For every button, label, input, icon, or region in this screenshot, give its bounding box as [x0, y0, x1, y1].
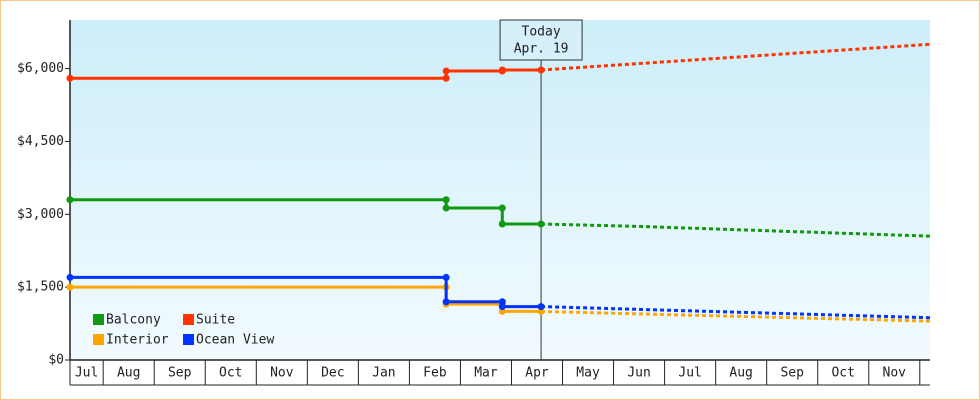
- x-tick-label: Dec: [321, 366, 344, 381]
- y-tick-label: $4,500: [17, 134, 64, 149]
- today-label: Apr. 19: [514, 42, 569, 57]
- x-tick-label: Sep: [168, 366, 192, 381]
- y-tick-label: $0: [48, 353, 64, 368]
- y-tick-label: $1,500: [17, 280, 64, 295]
- x-tick-label: Apr: [525, 366, 549, 381]
- price-point: [498, 303, 506, 311]
- legend-label: Suite: [196, 313, 235, 328]
- forecast-line: [541, 309, 931, 323]
- x-tick-label: Nov: [270, 366, 294, 381]
- price-point: [498, 220, 506, 228]
- x-tick-label: Feb: [423, 366, 447, 381]
- forecast-line: [541, 305, 931, 320]
- legend-swatch: [183, 314, 194, 325]
- x-tick-label: Jun: [627, 366, 650, 381]
- price-point: [66, 196, 74, 204]
- y-tick-label: $3,000: [17, 207, 64, 222]
- legend-swatch: [183, 334, 194, 345]
- price-line: [70, 285, 542, 313]
- x-tick-label: Oct: [831, 366, 854, 381]
- price-point: [537, 66, 545, 74]
- price-point: [66, 283, 74, 291]
- x-tick-label: Aug: [729, 366, 752, 381]
- legend-swatch: [93, 334, 104, 345]
- x-tick-label: Mar: [474, 366, 498, 381]
- x-tick-label: Sep: [780, 366, 804, 381]
- x-tick-label: Jul: [75, 366, 98, 381]
- x-tick-label: Oct: [219, 366, 242, 381]
- price-point: [66, 273, 74, 281]
- price-line: [70, 68, 542, 80]
- forecast-line: [540, 42, 931, 72]
- price-point: [442, 298, 450, 306]
- x-tick-label: Nov: [883, 366, 907, 381]
- price-point: [498, 204, 506, 212]
- price-point: [498, 298, 506, 306]
- legend-label: Balcony: [106, 313, 161, 328]
- price-point: [537, 307, 545, 315]
- price-line: [70, 275, 542, 309]
- x-tick-label: Jul: [678, 366, 701, 381]
- x-tick-label: Jan: [372, 366, 395, 381]
- price-point: [537, 220, 545, 228]
- price-point: [442, 74, 450, 82]
- price-line: [70, 198, 542, 226]
- price-point: [442, 67, 450, 75]
- price-point: [442, 196, 450, 204]
- forecast-line: [541, 222, 931, 238]
- price-point: [498, 66, 506, 74]
- price-point: [442, 273, 450, 281]
- price-point: [498, 307, 506, 315]
- today-label: Today: [522, 25, 561, 40]
- price-point: [537, 303, 545, 311]
- price-point: [442, 204, 450, 212]
- legend-label: Interior: [106, 333, 169, 348]
- today-box: [499, 19, 583, 61]
- x-tick-label: Aug: [117, 366, 140, 381]
- x-tick-label: May: [576, 366, 600, 381]
- price-point: [66, 74, 74, 82]
- y-tick-label: $6,000: [17, 61, 64, 76]
- legend-label: Ocean View: [196, 333, 274, 348]
- legend-swatch: [93, 314, 104, 325]
